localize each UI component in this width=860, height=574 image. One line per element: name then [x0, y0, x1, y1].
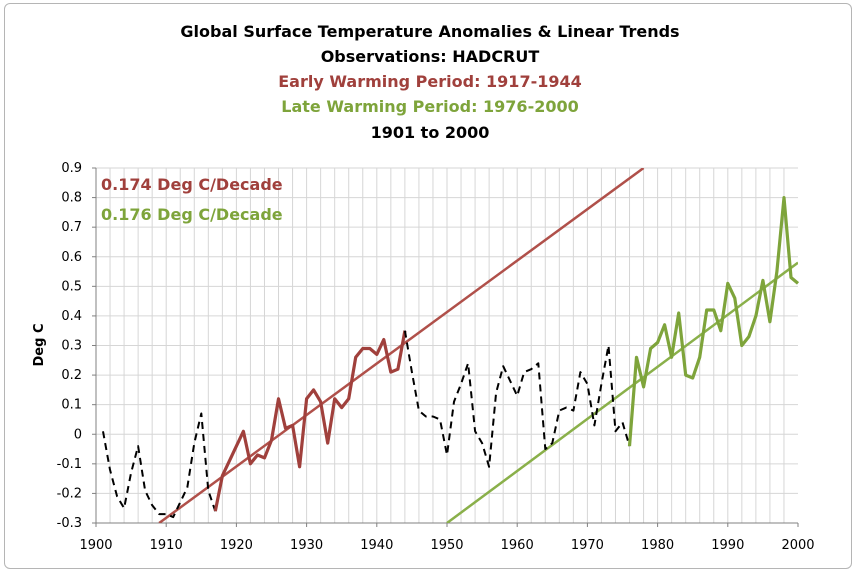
y-tick-label: 0.8	[61, 191, 82, 206]
y-tick-label: 0.1	[61, 398, 82, 413]
early-trend-annotation: 0.174 Deg C/Decade	[101, 175, 283, 194]
x-tick-label: 1900	[79, 538, 112, 553]
x-tick-label: 1980	[641, 538, 674, 553]
late-period-label: Late Warming Period: 1976-2000	[281, 97, 578, 116]
y-tick-label: 0	[74, 427, 82, 442]
y-tick-label: 0.3	[61, 339, 82, 354]
early-period-label: Early Warming Period: 1917-1944	[278, 72, 582, 91]
early-period-series	[213, 330, 407, 512]
y-axis-label: Deg C	[32, 324, 47, 367]
x-tick-label: 1910	[150, 538, 183, 553]
range-label: 1901 to 2000	[371, 123, 490, 142]
x-tick-label: 1920	[220, 538, 253, 553]
anomaly-dashed-series	[102, 412, 217, 519]
late-period-series	[627, 196, 800, 447]
x-tick-label: 1970	[571, 538, 604, 553]
y-tick-label: -0.1	[57, 457, 82, 472]
x-tick-label: 2000	[781, 538, 814, 553]
axes: -0.3 -0.2 -0.1 0 0.1 0.2 0.3 0.4 0.5 0.6 0.7 0.8 0.9…	[57, 161, 815, 553]
y-tick-label: 0.7	[61, 220, 82, 235]
chart-subtitle: Observations: HADCRUT	[321, 47, 540, 66]
series-lines	[102, 196, 800, 519]
y-tick-label: 0.6	[61, 250, 82, 265]
late-trend-line	[446, 261, 798, 523]
x-tick-label: 1990	[711, 538, 744, 553]
y-tick-label: 0.5	[61, 279, 82, 294]
grid	[96, 167, 798, 523]
y-tick-label: 0.2	[61, 368, 82, 383]
x-tick-label: 1930	[290, 538, 323, 553]
x-tick-label: 1960	[501, 538, 534, 553]
late-trend-annotation: 0.176 Deg C/Decade	[101, 205, 283, 224]
x-tick-label: 1940	[360, 538, 393, 553]
y-tick-label: 0.4	[61, 309, 82, 324]
y-tick-label: -0.2	[57, 486, 82, 501]
chart-title: Global Surface Temperature Anomalies & L…	[180, 22, 679, 41]
x-tick-label: 1950	[430, 538, 463, 553]
y-tick-label: 0.9	[61, 161, 82, 176]
y-tick-label: -0.3	[57, 516, 82, 531]
